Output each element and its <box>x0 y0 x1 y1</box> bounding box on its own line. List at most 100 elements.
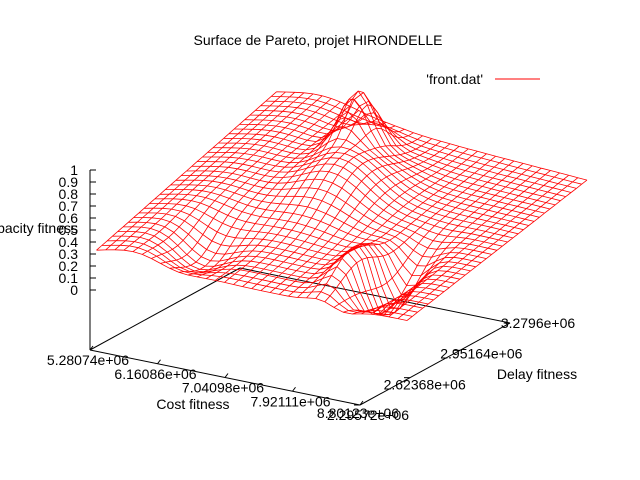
surface-top-segment <box>547 191 557 195</box>
surface-top-segment <box>415 295 425 299</box>
surface-top-segment <box>178 189 184 195</box>
surface-top-segment <box>210 187 217 193</box>
surface-top-segment <box>389 155 399 164</box>
surface-top-segment <box>170 179 177 186</box>
surface-top-segment <box>351 130 361 141</box>
surface-top-segment <box>167 198 174 204</box>
surface-top-segment <box>398 162 408 169</box>
surface-top-segment <box>141 250 148 255</box>
surface-top-segment <box>496 184 506 188</box>
surface-top-segment <box>534 182 544 186</box>
surface-top-segment <box>332 125 343 132</box>
surface-top-segment <box>238 275 245 281</box>
surface-top-segment <box>490 222 497 228</box>
surface-top-segment <box>283 261 293 265</box>
surface-top-segment <box>232 133 239 139</box>
surface-top-segment <box>385 233 396 238</box>
surface-top-segment <box>357 244 368 258</box>
surface-top-segment <box>465 237 475 241</box>
surface-top-segment <box>217 171 224 177</box>
surface-top-segment <box>169 267 175 269</box>
surface-top-segment <box>219 166 229 168</box>
surface-top-segment <box>353 227 363 233</box>
surface-top-segment <box>394 236 405 243</box>
surface-top-segment <box>135 226 142 233</box>
surface-top-segment <box>166 213 176 217</box>
surface-top-segment <box>325 98 332 104</box>
surface-top-segment <box>456 192 463 197</box>
surface-top-segment <box>526 169 537 173</box>
surface-top-segment <box>443 265 453 268</box>
surface-top-segment <box>333 114 340 120</box>
surface-top-segment <box>440 175 446 180</box>
surface-top-segment <box>210 192 221 196</box>
surface-top-segment <box>577 177 588 181</box>
surface-top-segment <box>293 213 303 216</box>
surface-top-segment <box>282 106 289 112</box>
surface-top-segment <box>517 229 524 235</box>
surface-top-segment <box>238 153 245 159</box>
surface-top-segment <box>262 238 273 241</box>
surface-top-segment <box>244 230 251 239</box>
surface-top-segment <box>452 156 458 162</box>
surface-top-segment <box>378 313 385 316</box>
surface-top-segment <box>471 194 481 198</box>
surface-top-segment <box>291 274 301 278</box>
surface-top-segment <box>476 224 482 230</box>
surface-top-segment <box>557 183 568 187</box>
surface-top-segment <box>508 227 515 232</box>
surface-top-segment <box>518 191 525 197</box>
surface-top-segment <box>430 213 437 219</box>
surface-top-segment <box>393 246 400 252</box>
surface-top-segment <box>198 219 209 227</box>
surface-top-segment <box>493 243 503 247</box>
surface-top-segment <box>233 245 240 254</box>
surface-top-segment <box>317 251 327 255</box>
surface-top-segment <box>377 255 384 258</box>
surface-top-segment <box>288 256 298 260</box>
surface-top-segment <box>293 291 303 293</box>
surface-top-segment <box>263 264 270 270</box>
surface-top-segment <box>376 229 387 234</box>
x-tick-mark <box>292 386 296 392</box>
surface-top-segment <box>445 175 455 180</box>
surface-top-segment <box>373 244 384 257</box>
surface-top-segment <box>250 260 261 263</box>
surface-top-segment <box>261 129 271 131</box>
surface-top-segment <box>428 194 434 199</box>
surface-top-segment <box>301 139 308 145</box>
surface-top-segment <box>330 157 340 159</box>
surface-top-segment <box>287 106 298 109</box>
surface-top-segment <box>293 246 300 253</box>
surface-top-segment <box>206 249 216 254</box>
surface-top-segment <box>397 210 408 216</box>
x-tick-mark <box>89 345 94 351</box>
surface-top-segment <box>386 176 396 186</box>
surface-top-segment <box>276 227 283 235</box>
surface-top-segment <box>186 249 193 255</box>
surface-top-segment <box>362 163 373 172</box>
surface-top-segment <box>388 312 395 318</box>
surface-top-segment <box>441 235 448 243</box>
surface-top-segment <box>130 231 137 237</box>
surface-top-segment <box>243 271 250 277</box>
surface-top-segment <box>445 242 452 249</box>
surface-top-segment <box>337 238 343 245</box>
surface-top-segment <box>302 98 308 104</box>
surface-top-segment <box>264 175 275 178</box>
surface-top-segment <box>275 125 286 129</box>
surface-top-segment <box>391 271 398 279</box>
surface-top-segment <box>218 265 228 269</box>
surface-top-segment <box>284 101 294 103</box>
surface-top-segment <box>389 127 400 133</box>
surface-top-segment <box>409 232 416 238</box>
surface-top-segment <box>322 241 329 248</box>
surface-top-segment <box>398 128 405 133</box>
surface-top-segment <box>408 197 415 203</box>
surface-top-segment <box>261 194 268 202</box>
surface-top-segment <box>526 165 533 171</box>
surface-top-segment <box>262 152 269 158</box>
surface-top-segment <box>194 208 205 214</box>
surface-top-segment <box>373 244 380 246</box>
surface-top-segment <box>458 181 465 186</box>
